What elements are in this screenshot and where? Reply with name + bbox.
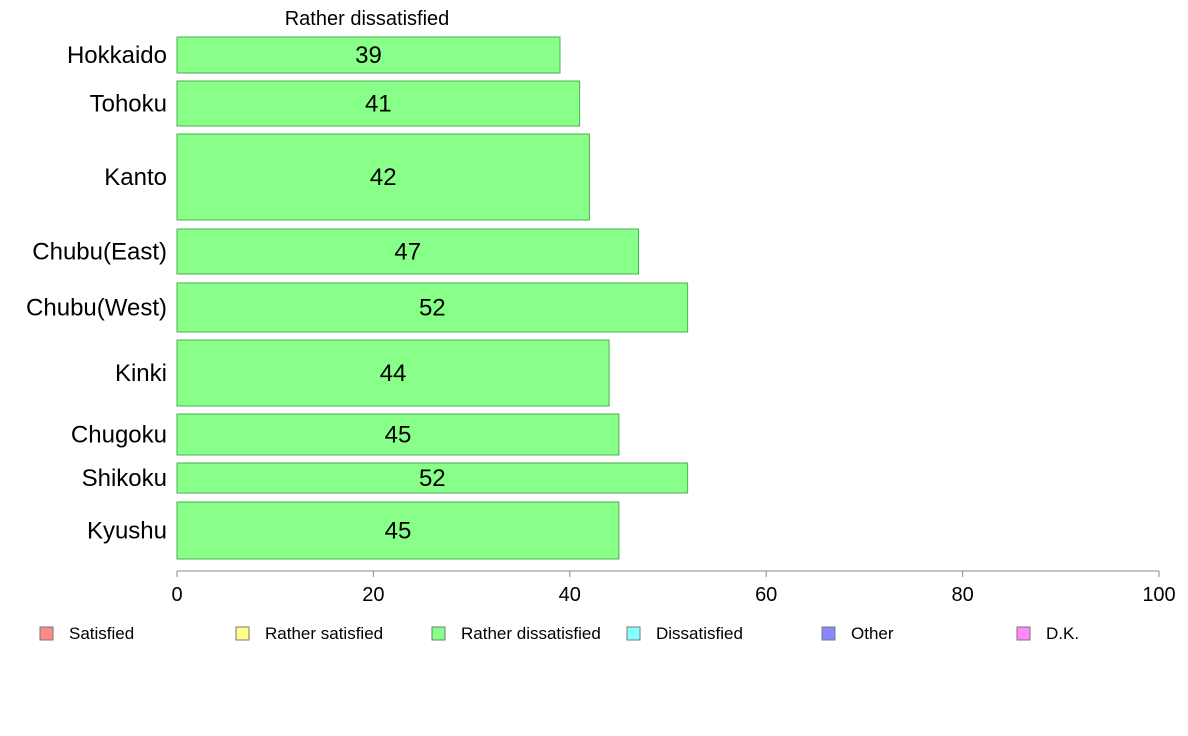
bar-chugoku [176, 413, 620, 456]
bar-tohoku [176, 80, 581, 127]
bar-kyushu [176, 501, 620, 560]
x-tick-label: 100 [1142, 584, 1175, 606]
legend-item: Rather satisfied [235, 624, 383, 643]
legend-swatch [235, 626, 250, 641]
bar-chubu-west [176, 282, 689, 333]
x-tick-label: 80 [951, 584, 973, 606]
bar-value-label: 52 [419, 465, 446, 492]
bar-kanto [176, 133, 590, 221]
category-label: Shikoku [82, 465, 167, 492]
legend-label: Satisfied [69, 624, 134, 643]
x-tick-label: 40 [559, 584, 581, 606]
legend-label: Other [851, 624, 894, 643]
legend-label: Rather dissatisfied [461, 624, 601, 643]
category-label: Chugoku [71, 422, 167, 449]
bar-value-label: 39 [355, 42, 382, 69]
bar-shikoku [176, 462, 689, 494]
category-label: Chubu(East) [32, 239, 167, 266]
legend-item: Other [821, 624, 894, 643]
legend-swatch [1016, 626, 1031, 641]
legend-label: D.K. [1046, 624, 1079, 643]
bar-kinki [176, 339, 610, 407]
bar-value-label: 52 [419, 295, 446, 322]
legend-item: D.K. [1016, 624, 1079, 643]
bar-chubu-east [176, 228, 640, 275]
legend-swatch [431, 626, 446, 641]
legend-swatch [39, 626, 54, 641]
category-label: Chubu(West) [26, 295, 167, 322]
bar-value-label: 41 [365, 91, 392, 118]
legend-label: Dissatisfied [656, 624, 743, 643]
category-label: Hokkaido [67, 42, 167, 69]
category-label: Kyushu [87, 518, 167, 545]
legend-item: Satisfied [39, 624, 134, 643]
legend-item: Dissatisfied [626, 624, 743, 643]
bar-value-label: 45 [385, 518, 412, 545]
x-tick-label: 0 [171, 584, 182, 606]
legend-swatch [821, 626, 836, 641]
legend-item: Rather dissatisfied [431, 624, 601, 643]
legend-swatch [626, 626, 641, 641]
x-tick-label: 60 [755, 584, 777, 606]
bar-value-label: 42 [370, 164, 397, 191]
bar-value-label: 47 [394, 239, 421, 266]
chart-title: Rather dissatisfied [285, 8, 450, 30]
legend-label: Rather satisfied [265, 624, 383, 643]
x-tick-label: 20 [362, 584, 384, 606]
bar-hokkaido [176, 36, 561, 74]
category-label: Tohoku [90, 91, 167, 118]
bar-value-label: 44 [380, 360, 407, 387]
bar-value-label: 45 [385, 422, 412, 449]
category-label: Kanto [104, 164, 167, 191]
category-label: Kinki [115, 360, 167, 387]
